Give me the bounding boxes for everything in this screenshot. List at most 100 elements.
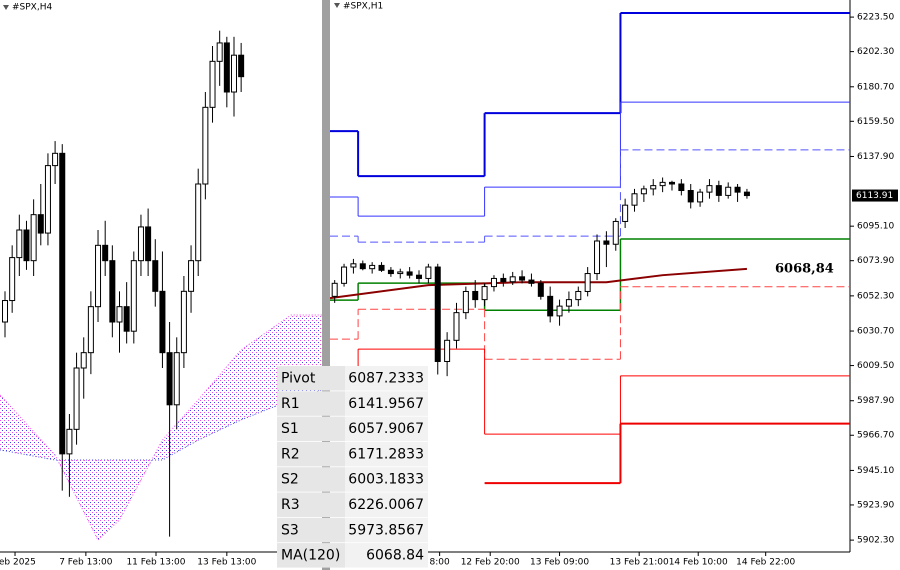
table-value: 6141.9567 [348,396,424,412]
last-price-label: 6113.91 [856,191,893,201]
candle-body [188,260,195,292]
candle-body [687,190,694,203]
candle-body [472,290,479,301]
candle-body [137,226,144,262]
y-tick-label: 6030.70 [857,327,894,337]
cloud-fill [0,314,322,541]
candle-body [216,42,223,62]
candle-body [387,269,394,275]
axes: Feb 2025 7 Feb 13:00 11 Feb 13:00 13 Feb 13… [0,13,898,568]
candle-body [678,183,685,192]
candle-body [369,264,376,270]
pivot-table: Pivot 6087.2333 R1 6141.9567 S1 6057.9067 R2 61… [277,366,428,568]
candle-body [434,266,441,362]
table-label-cell [277,366,345,391]
candle-body [87,306,94,354]
table-label-cell [277,416,345,442]
candle-body [166,352,173,406]
symbol-icon [3,5,9,10]
candle-body [444,339,451,362]
candle-body [195,183,202,262]
candle-body [9,257,16,302]
x-tick-label: 8:00 [430,558,450,568]
table-value: 6003.1833 [348,472,424,488]
candle-body [453,312,460,341]
table-value-cell [345,492,428,517]
candle-body [109,260,116,323]
y-tick-label: 6073.90 [857,256,894,266]
y-tick-label: 5966.70 [857,431,894,441]
y-tick-label: 6137.90 [857,152,894,162]
candle-body [66,428,73,455]
x-tick-label: 7 Feb 13:00 [59,558,113,568]
table-label-cell [277,492,345,517]
candle-body [23,229,30,262]
y-tick-label: 6052.30 [857,291,894,301]
x-tick-label: Feb 2025 [0,558,36,568]
candle-body [631,193,638,206]
x-tick-label: 13 Feb 13:00 [197,558,256,568]
table-label-cell [277,467,345,492]
candle-body [102,244,109,262]
candle-body [52,152,59,167]
candle-body [528,279,535,284]
table-label-cell [277,391,345,416]
y-tick-label: 6223.50 [857,13,894,23]
table-value-cell [345,441,428,467]
candle-body [230,54,237,93]
candle-body [500,277,507,283]
candle-body [594,240,601,275]
candle-body [706,185,713,193]
table-label: R2 [281,446,300,462]
candle-body [123,306,130,332]
table-label-cell [277,517,345,543]
candle-body [565,299,572,307]
candle-body [350,263,357,268]
x-tick-label: 13 Feb 21:00 [610,558,669,568]
candle-body [697,191,704,203]
table-value-cell [345,391,428,416]
table-label: S2 [281,472,299,488]
candle-body [481,286,488,301]
table-label: S3 [281,522,299,538]
symbol-icon [334,3,340,8]
table-value-cell [345,416,428,442]
candle-body [180,290,187,354]
table-label-cell [277,441,345,467]
table-value-cell [345,517,428,543]
candle-body [223,42,230,93]
candle-body [59,152,66,455]
candle-body [359,263,366,270]
candle-body [519,276,526,281]
candle-body [416,274,423,279]
table-value-cell [345,467,428,492]
h1-plot [330,12,850,485]
candle-body [173,352,180,406]
candle-body [331,282,338,297]
candle-body [159,290,166,354]
x-tick-label: 12 Feb 20:00 [461,558,520,568]
chart-title: #SPX,H4 [12,3,52,13]
candle-body [130,260,137,332]
candle-body [509,276,516,283]
candle-body [80,352,87,369]
candle-body [238,54,245,78]
y-tick-label: 6180.70 [857,82,894,92]
candle-body [547,295,554,317]
candle-body [612,220,619,245]
candle-body [145,226,152,262]
candle-body [425,266,432,279]
x-tick-label: 11 Feb 13:00 [126,558,185,568]
table-label-cell [277,543,345,568]
y-tick-label: 5923.90 [857,500,894,510]
candle-body [734,186,741,193]
candle-body [202,106,209,185]
candle-body [462,290,469,314]
candle-body [341,266,348,284]
table-label: R1 [281,396,300,412]
h4-plot [0,30,322,541]
chart-title: #SPX,H1 [343,2,383,12]
y-tick-label: 6009.50 [857,361,894,371]
candle-body [725,186,732,196]
